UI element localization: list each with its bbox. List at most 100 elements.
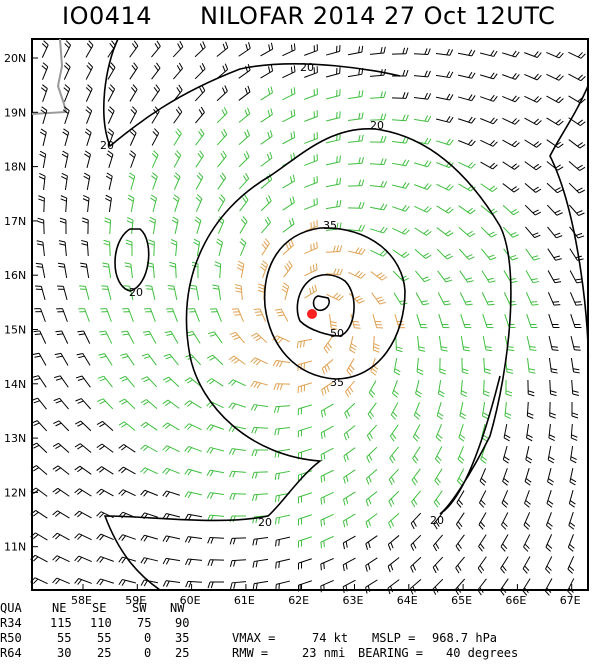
wind-barb [523, 534, 531, 552]
wind-barb [148, 239, 155, 257]
wind-barb [325, 199, 342, 210]
wind-barb [569, 248, 584, 261]
wind-barbs [30, 40, 586, 596]
wind-barb [479, 490, 487, 508]
wind-barb [185, 558, 203, 566]
wind-barb [502, 204, 520, 216]
wind-barb [74, 420, 92, 432]
wind-barb [325, 111, 341, 122]
wind-barb [238, 107, 251, 123]
wind-barb [436, 138, 454, 146]
longitude-labels: 58E 59E 60E 61E 62E 63E 64E 65E 66E 67E [71, 594, 581, 607]
wind-barb [239, 216, 248, 234]
longitude-label: 67E [560, 594, 581, 606]
wind-barb [96, 533, 114, 541]
wind-barb [343, 425, 356, 441]
wind-barb [151, 172, 158, 190]
contour-20-main [103, 128, 376, 591]
wind-barb [57, 262, 68, 279]
wind-barb [304, 198, 318, 210]
wind-barb [260, 42, 274, 57]
wind-barb [207, 581, 225, 589]
wind-barb [435, 116, 454, 123]
wind-barb [140, 534, 158, 542]
wind-barb [228, 355, 246, 365]
wind-barb [141, 353, 157, 366]
wind-barb [346, 358, 355, 376]
contour-20-west-island [114, 228, 150, 292]
table-header: SE [92, 601, 107, 615]
contour-label: 50 [330, 327, 344, 340]
wind-barb [458, 205, 476, 215]
wind-barb [85, 62, 94, 80]
wind-barb [74, 533, 92, 541]
wind-barb [548, 423, 556, 442]
wind-barb [194, 63, 206, 80]
wind-barb [30, 442, 48, 454]
wind-barb [34, 285, 46, 300]
wind-barb [96, 556, 114, 563]
wind-barb [482, 335, 493, 352]
wind-barb [102, 262, 112, 279]
wind-barb [460, 314, 472, 329]
wind-barb [76, 352, 91, 366]
wind-barb [320, 535, 334, 549]
wind-barb [369, 113, 387, 121]
wind-barb [106, 150, 114, 168]
wind-barb [372, 314, 384, 329]
wind-barb [257, 283, 265, 301]
wind-barb [52, 555, 70, 563]
wind-barb [62, 106, 70, 124]
longitude-label: 63E [343, 594, 364, 606]
wind-barb [107, 106, 115, 124]
contour-label: 35 [323, 219, 337, 232]
wind-barb [369, 46, 386, 55]
wind-barb [546, 117, 564, 126]
wind-barb [570, 445, 577, 464]
wind-barb [122, 308, 134, 322]
wind-barb [320, 491, 334, 505]
wind-barb [522, 556, 531, 574]
wind-barb [298, 580, 312, 592]
wind-barb [569, 467, 577, 486]
wind-barb [461, 357, 469, 375]
wind-barb [524, 183, 542, 193]
wind-barb [547, 248, 562, 261]
wind-barb [229, 559, 247, 567]
wind-barb [524, 139, 542, 148]
storm-id: IO0414 [62, 2, 153, 30]
wind-barb [371, 292, 386, 305]
wind-barb [85, 84, 93, 102]
wind-barb [208, 331, 223, 344]
wind-barb [217, 194, 226, 212]
wind-barb [231, 308, 244, 322]
wind-barb [30, 532, 48, 541]
wind-barb [481, 248, 497, 261]
longitude-label: 64E [397, 594, 418, 606]
wind-barb [304, 219, 318, 232]
wind-barb [273, 405, 291, 413]
wind-barb [414, 249, 432, 259]
wind-barb [348, 270, 366, 279]
wind-barb [458, 424, 466, 442]
wind-barb [74, 578, 92, 585]
wind-barb [59, 217, 67, 235]
wind-barb [129, 150, 136, 168]
wind-barb [56, 308, 68, 322]
wind-barb [194, 216, 202, 234]
wind-barb [260, 64, 274, 79]
wind-barb [162, 399, 180, 409]
wind-barb [189, 284, 200, 301]
wind-barb [142, 330, 157, 344]
wind-barb [151, 40, 161, 58]
wind-barb [274, 308, 289, 322]
wind-barb [365, 469, 378, 485]
wind-barb [478, 512, 487, 530]
wind-barb [482, 314, 494, 329]
wind-barb [282, 174, 296, 189]
longitude-label: 65E [451, 594, 472, 606]
wind-barb [458, 161, 476, 169]
wind-barb [104, 217, 112, 235]
wind-barb [217, 172, 227, 190]
wind-barb [347, 179, 365, 187]
